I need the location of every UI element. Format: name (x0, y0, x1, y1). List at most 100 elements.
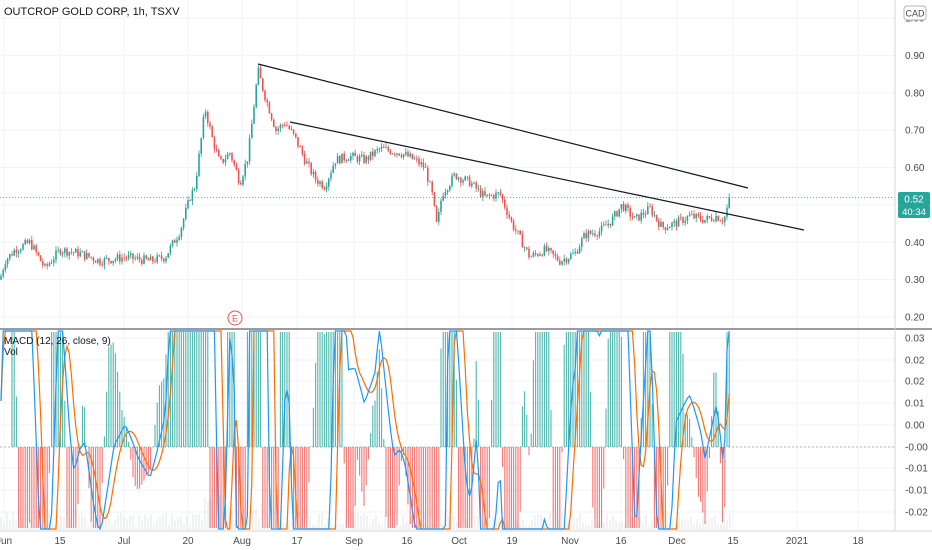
price-candle-body (433, 192, 436, 206)
price-candle-body (378, 148, 381, 150)
price-candle-body (90, 256, 92, 258)
currency-badge[interactable]: CAD (903, 5, 927, 21)
price-candle-body (301, 147, 304, 155)
price-candle-body (92, 257, 95, 261)
price-candle-body (231, 153, 233, 161)
price-candle-body (187, 199, 189, 208)
price-candle-body (440, 200, 442, 212)
price-candle-body (13, 250, 15, 256)
price-candle-body (457, 177, 460, 180)
price-candle-body (75, 248, 77, 253)
price-candle-body (618, 208, 620, 217)
price-candle-body (48, 263, 51, 266)
price-candle-body (330, 172, 332, 179)
price-candle-body (136, 256, 139, 259)
price-candle-body (11, 254, 13, 256)
price-candle-body (255, 84, 257, 107)
macd-pane[interactable] (0, 330, 895, 531)
price-candle-body (262, 78, 264, 91)
time-tick-label: 20 (182, 536, 194, 547)
price-candle-body (99, 258, 101, 265)
price-candle-body (482, 191, 484, 197)
price-candle-body (631, 216, 634, 218)
upper-trendline (257, 63, 749, 189)
price-candle-body (422, 162, 425, 168)
price-candle-body (451, 175, 453, 187)
macd-axis[interactable]: 0.03 0.02 0.02 0.01 0.00 -0.00 -0.01 -0.01 -0.02 (905, 334, 928, 519)
price-candle-body (268, 102, 271, 114)
price-candle-body (207, 111, 209, 124)
price-candle-body (165, 257, 167, 262)
price-candle-body (163, 258, 165, 262)
price-candle-body (286, 125, 288, 127)
price-candle-body (105, 257, 108, 259)
price-candle-body (103, 258, 106, 266)
price-candle-body (385, 147, 387, 149)
price-candle-body (26, 240, 29, 244)
price-candle-body (592, 233, 594, 235)
price-candle-body (59, 249, 62, 255)
vol-title[interactable]: Vol (4, 347, 18, 358)
price-candle-body (42, 261, 44, 266)
price-candle-body (545, 245, 548, 252)
price-candle-body (325, 186, 328, 190)
price-candle-body (270, 113, 273, 120)
price-candle-body (343, 153, 345, 161)
price-candle-body (442, 195, 444, 201)
price-candle-body (125, 257, 128, 259)
price-candle-body (446, 190, 449, 193)
price-candle-body (356, 156, 359, 162)
price-candle-body (471, 183, 473, 187)
time-tick-label: Aug (233, 536, 251, 547)
price-candle-body (240, 182, 242, 185)
price-candle-body (15, 250, 18, 254)
price-candle-body (638, 214, 640, 221)
price-candle-body (374, 150, 376, 156)
price-candle-body (508, 214, 510, 218)
price-tick-label: 0.20 (905, 313, 925, 324)
price-candle-body (97, 258, 99, 263)
price-candle-body (721, 221, 724, 223)
price-candle-body (264, 90, 266, 101)
price-pane[interactable] (0, 64, 895, 281)
price-candle-body (651, 206, 653, 216)
price-candle-body (523, 247, 526, 249)
trendline-layer[interactable] (257, 63, 805, 231)
price-candle-body (519, 230, 521, 235)
price-candle-body (235, 164, 238, 171)
price-candle-body (376, 149, 378, 151)
macd-tick-label: 0.02 (905, 377, 925, 388)
price-candle-body (655, 215, 658, 221)
price-candle-body (229, 153, 231, 155)
price-candle-body (61, 252, 64, 255)
price-candle-body (2, 270, 4, 276)
price-candle-body (50, 262, 53, 264)
price-candle-body (314, 171, 317, 180)
price-candle-body (585, 233, 587, 239)
price-candle-body (600, 225, 603, 232)
time-axis[interactable]: Jun 15 Jul 20 Aug 17 Sep 16 Oct 19 Nov 16 Dec 15 2021 1… (0, 536, 864, 547)
price-candle-body (198, 153, 200, 176)
price-candle-body (251, 123, 253, 139)
price-candle-body (717, 215, 719, 221)
price-candle-body (171, 240, 174, 246)
price-candle-body (486, 194, 488, 196)
price-candle-body (57, 249, 59, 251)
price-axis[interactable]: 1.000.900.800.700.600.500.400.300.20 (905, 14, 925, 324)
price-candle-body (345, 160, 348, 162)
price-candle-body (484, 191, 486, 196)
price-candle-body (88, 252, 90, 257)
price-candle-body (673, 220, 675, 223)
price-candle-body (297, 136, 299, 147)
earnings-event-marker[interactable]: E (227, 310, 243, 326)
price-candle-body (185, 207, 187, 220)
price-candle-body (702, 219, 704, 223)
price-candle-body (537, 254, 539, 256)
macd-title[interactable]: MACD (12, 26, close, 9) (4, 336, 111, 347)
price-candle-body (644, 214, 647, 215)
price-candle-body (224, 159, 227, 163)
price-candle-body (391, 153, 394, 155)
price-candle-body (244, 163, 246, 177)
price-candle-body (303, 154, 306, 164)
